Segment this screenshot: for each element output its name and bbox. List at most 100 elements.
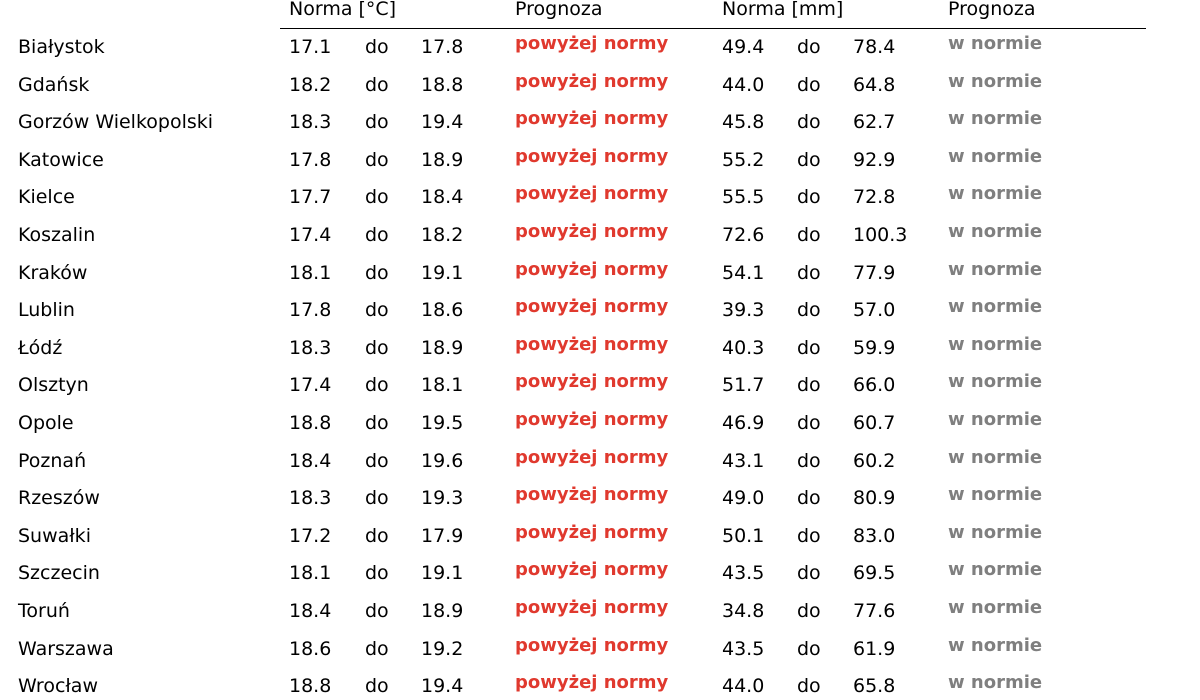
temp-low: 18.3 — [289, 487, 332, 510]
precip-low: 44.0 — [722, 675, 765, 698]
precip-low: 43.1 — [722, 449, 765, 472]
temp-high: 18.2 — [421, 224, 464, 246]
temp-forecast: powyżej normy — [515, 296, 669, 318]
range-word: do — [797, 562, 821, 585]
range-word: do — [797, 261, 821, 284]
range-word: do — [365, 261, 389, 284]
temp-low: 17.7 — [289, 186, 332, 209]
precip-forecast: w normie — [948, 296, 1043, 318]
precip-low: 54.1 — [722, 261, 765, 284]
precip-low: 55.5 — [722, 186, 765, 209]
temp-high: 19.1 — [421, 562, 464, 585]
temp-high: 19.1 — [421, 261, 464, 284]
precip-forecast: w normie — [948, 446, 1043, 468]
city: Koszalin — [18, 224, 96, 246]
precip-high: 78.4 — [853, 36, 896, 58]
precip-low: 44.0 — [722, 73, 765, 96]
range-word: do — [365, 562, 389, 585]
precip-forecast: w normie — [948, 634, 1043, 656]
city: Gdańsk — [18, 73, 90, 96]
range-word: do — [797, 412, 821, 434]
temp-high: 17.8 — [421, 36, 464, 58]
range-word: do — [365, 224, 389, 246]
range-word: do — [365, 36, 389, 58]
precip-high: 62.7 — [853, 111, 896, 134]
temp-high: 18.9 — [421, 148, 464, 171]
precip-low: 49.4 — [722, 36, 765, 58]
temp-forecast: powyżej normy — [515, 333, 669, 355]
temp-high: 18.8 — [421, 73, 464, 96]
precip-low: 43.5 — [722, 637, 765, 660]
temp-low: 18.3 — [289, 111, 332, 134]
temp-high: 18.4 — [421, 186, 464, 209]
temp-high: 19.4 — [421, 111, 464, 134]
temp-forecast: powyżej normy — [515, 371, 669, 393]
precip-low: 39.3 — [722, 299, 765, 322]
precip-low: 50.1 — [722, 524, 765, 547]
precip-forecast: w normie — [948, 484, 1043, 506]
precip-high: 83.0 — [853, 524, 896, 547]
precip-high: 80.9 — [853, 487, 896, 510]
city: Szczecin — [18, 562, 100, 585]
city: Lublin — [18, 299, 75, 322]
temp-forecast: powyżej normy — [515, 409, 669, 430]
precip-high: 77.9 — [853, 261, 896, 284]
temp-forecast: powyżej normy — [515, 672, 669, 694]
temp-high: 19.4 — [421, 675, 464, 698]
temp-forecast: powyżej normy — [515, 258, 669, 280]
precip-high: 69.5 — [853, 562, 896, 585]
precip-low: 34.8 — [722, 600, 765, 622]
city: Warszawa — [18, 637, 114, 660]
range-word: do — [365, 637, 389, 660]
temp-forecast: powyżej normy — [515, 559, 669, 581]
temp-forecast: powyżej normy — [515, 108, 669, 130]
precip-high: 60.7 — [853, 412, 896, 434]
range-word: do — [365, 524, 389, 547]
precip-low: 55.2 — [722, 148, 765, 171]
header-cell: Prognoza — [515, 0, 603, 20]
temp-high: 18.9 — [421, 600, 464, 622]
temp-low: 17.8 — [289, 299, 332, 322]
range-word: do — [365, 186, 389, 209]
range-word: do — [797, 449, 821, 472]
temp-low: 18.1 — [289, 562, 332, 585]
city: Wrocław — [18, 675, 98, 698]
precip-low: 72.6 — [722, 224, 765, 246]
range-word: do — [797, 111, 821, 134]
temp-forecast: powyżej normy — [515, 484, 669, 506]
city: Suwałki — [18, 524, 91, 547]
precip-high: 65.8 — [853, 675, 896, 698]
temp-high: 17.9 — [421, 524, 464, 547]
precip-low: 40.3 — [722, 336, 765, 359]
city: Poznań — [18, 449, 87, 472]
header-cell: Norma [mm] — [722, 0, 844, 20]
temp-forecast: powyżej normy — [515, 70, 669, 92]
range-word: do — [365, 111, 389, 134]
temp-low: 17.1 — [289, 36, 332, 58]
city: Łódź — [18, 336, 63, 359]
temp-low: 17.4 — [289, 224, 332, 246]
precip-forecast: w normie — [948, 221, 1043, 242]
range-word: do — [797, 487, 821, 510]
temp-forecast: powyżej normy — [515, 597, 669, 618]
range-word: do — [797, 637, 821, 660]
range-word: do — [365, 336, 389, 359]
precip-low: 45.8 — [722, 111, 765, 134]
precip-forecast: w normie — [948, 559, 1043, 581]
precip-forecast: w normie — [948, 183, 1043, 205]
range-word: do — [797, 299, 821, 322]
temp-forecast: powyżej normy — [515, 183, 669, 205]
header-cell: Norma [°C] — [289, 0, 397, 20]
city: Kraków — [18, 261, 88, 284]
temp-forecast: powyżej normy — [515, 634, 669, 656]
temp-low: 17.4 — [289, 374, 332, 397]
precip-forecast: w normie — [948, 521, 1043, 543]
precip-high: 66.0 — [853, 374, 896, 397]
temp-high: 19.5 — [421, 412, 464, 434]
range-word: do — [797, 336, 821, 359]
range-word: do — [365, 600, 389, 622]
precip-high: 61.9 — [853, 637, 896, 660]
precip-high: 77.6 — [853, 600, 896, 622]
temp-low: 18.4 — [289, 449, 332, 472]
